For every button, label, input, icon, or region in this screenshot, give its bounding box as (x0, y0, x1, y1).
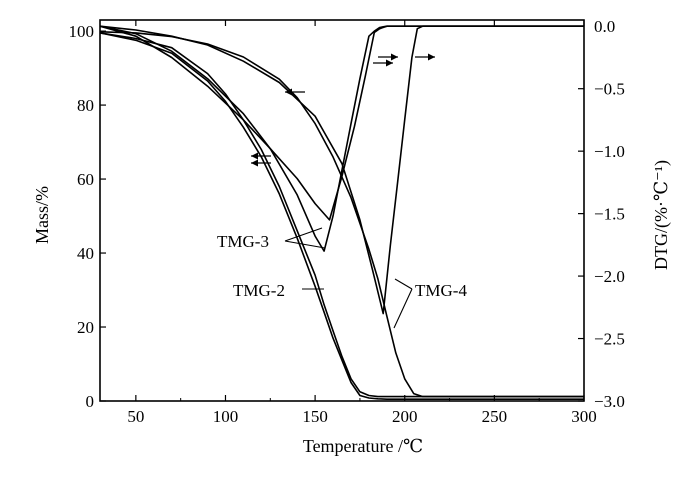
y-right-tick-label: 0.0 (594, 17, 615, 36)
x-tick-label: 300 (571, 407, 597, 426)
plot-area: 50 100 150 200 250 300 0 20 40 60 80 100 −3.0 −2.5 −2.… (69, 17, 625, 426)
y-left-tick-label: 100 (69, 22, 95, 41)
y-left-axis-title: Mass/% (32, 186, 52, 244)
axis-arrow-left-tmg3-head (251, 159, 258, 167)
y-right-tick-label: −2.0 (594, 267, 625, 286)
y-left-tick-label: 20 (77, 318, 94, 337)
series-label-tmg3: TMG-3 (217, 232, 269, 251)
series-line-tmg-4-dtg (99, 25, 584, 315)
series-line-tmg-2-dtg (99, 25, 584, 252)
series-label-tmg2: TMG-2 (233, 281, 285, 300)
y-right-tick-label: −1.0 (594, 142, 625, 161)
leader-tmg3-a (284, 227, 323, 242)
x-tick-label: 250 (482, 407, 508, 426)
leader-tmg4-b (393, 288, 413, 329)
y-right-tick-label: −0.5 (594, 80, 625, 99)
y-right-tick-label: −3.0 (594, 392, 625, 411)
leader-tmg4-a (394, 278, 413, 290)
x-tick-label: 200 (392, 407, 418, 426)
y-right-tick-label: −2.5 (594, 330, 625, 349)
axis-arrow-left-tmg4-head (285, 88, 292, 96)
axis-arrow-right-tmg2-head (386, 59, 393, 67)
x-tick-label: 50 (127, 407, 144, 426)
x-axis-title: Temperature /℃ (303, 436, 423, 456)
series-line-tmg-4-mass (99, 31, 584, 398)
y-left-tick-label: 80 (77, 96, 94, 115)
series-line-tmg-2-mass (99, 32, 584, 401)
series-line-tmg-3-mass (99, 32, 584, 398)
axis-arrow-right-tmg4-head (428, 53, 435, 61)
y-left-tick-label: 60 (77, 170, 94, 189)
x-tick-label: 150 (302, 407, 328, 426)
y-left-tick-label: 0 (86, 392, 95, 411)
y-right-tick-label: −1.5 (594, 205, 625, 224)
leader-tmg3-b (284, 240, 326, 249)
axis-arrow-right-tmg3-head (391, 53, 398, 61)
x-tick-label: 100 (213, 407, 239, 426)
y-right-axis-title: DTG/(%·℃⁻¹) (651, 160, 672, 270)
plot-frame (99, 19, 585, 402)
series-line-tmg-3-dtg (99, 25, 584, 221)
axis-arrow-left-tmg2-head (251, 152, 258, 160)
series-label-tmg4: TMG-4 (415, 281, 467, 300)
y-left-tick-label: 40 (77, 244, 94, 263)
